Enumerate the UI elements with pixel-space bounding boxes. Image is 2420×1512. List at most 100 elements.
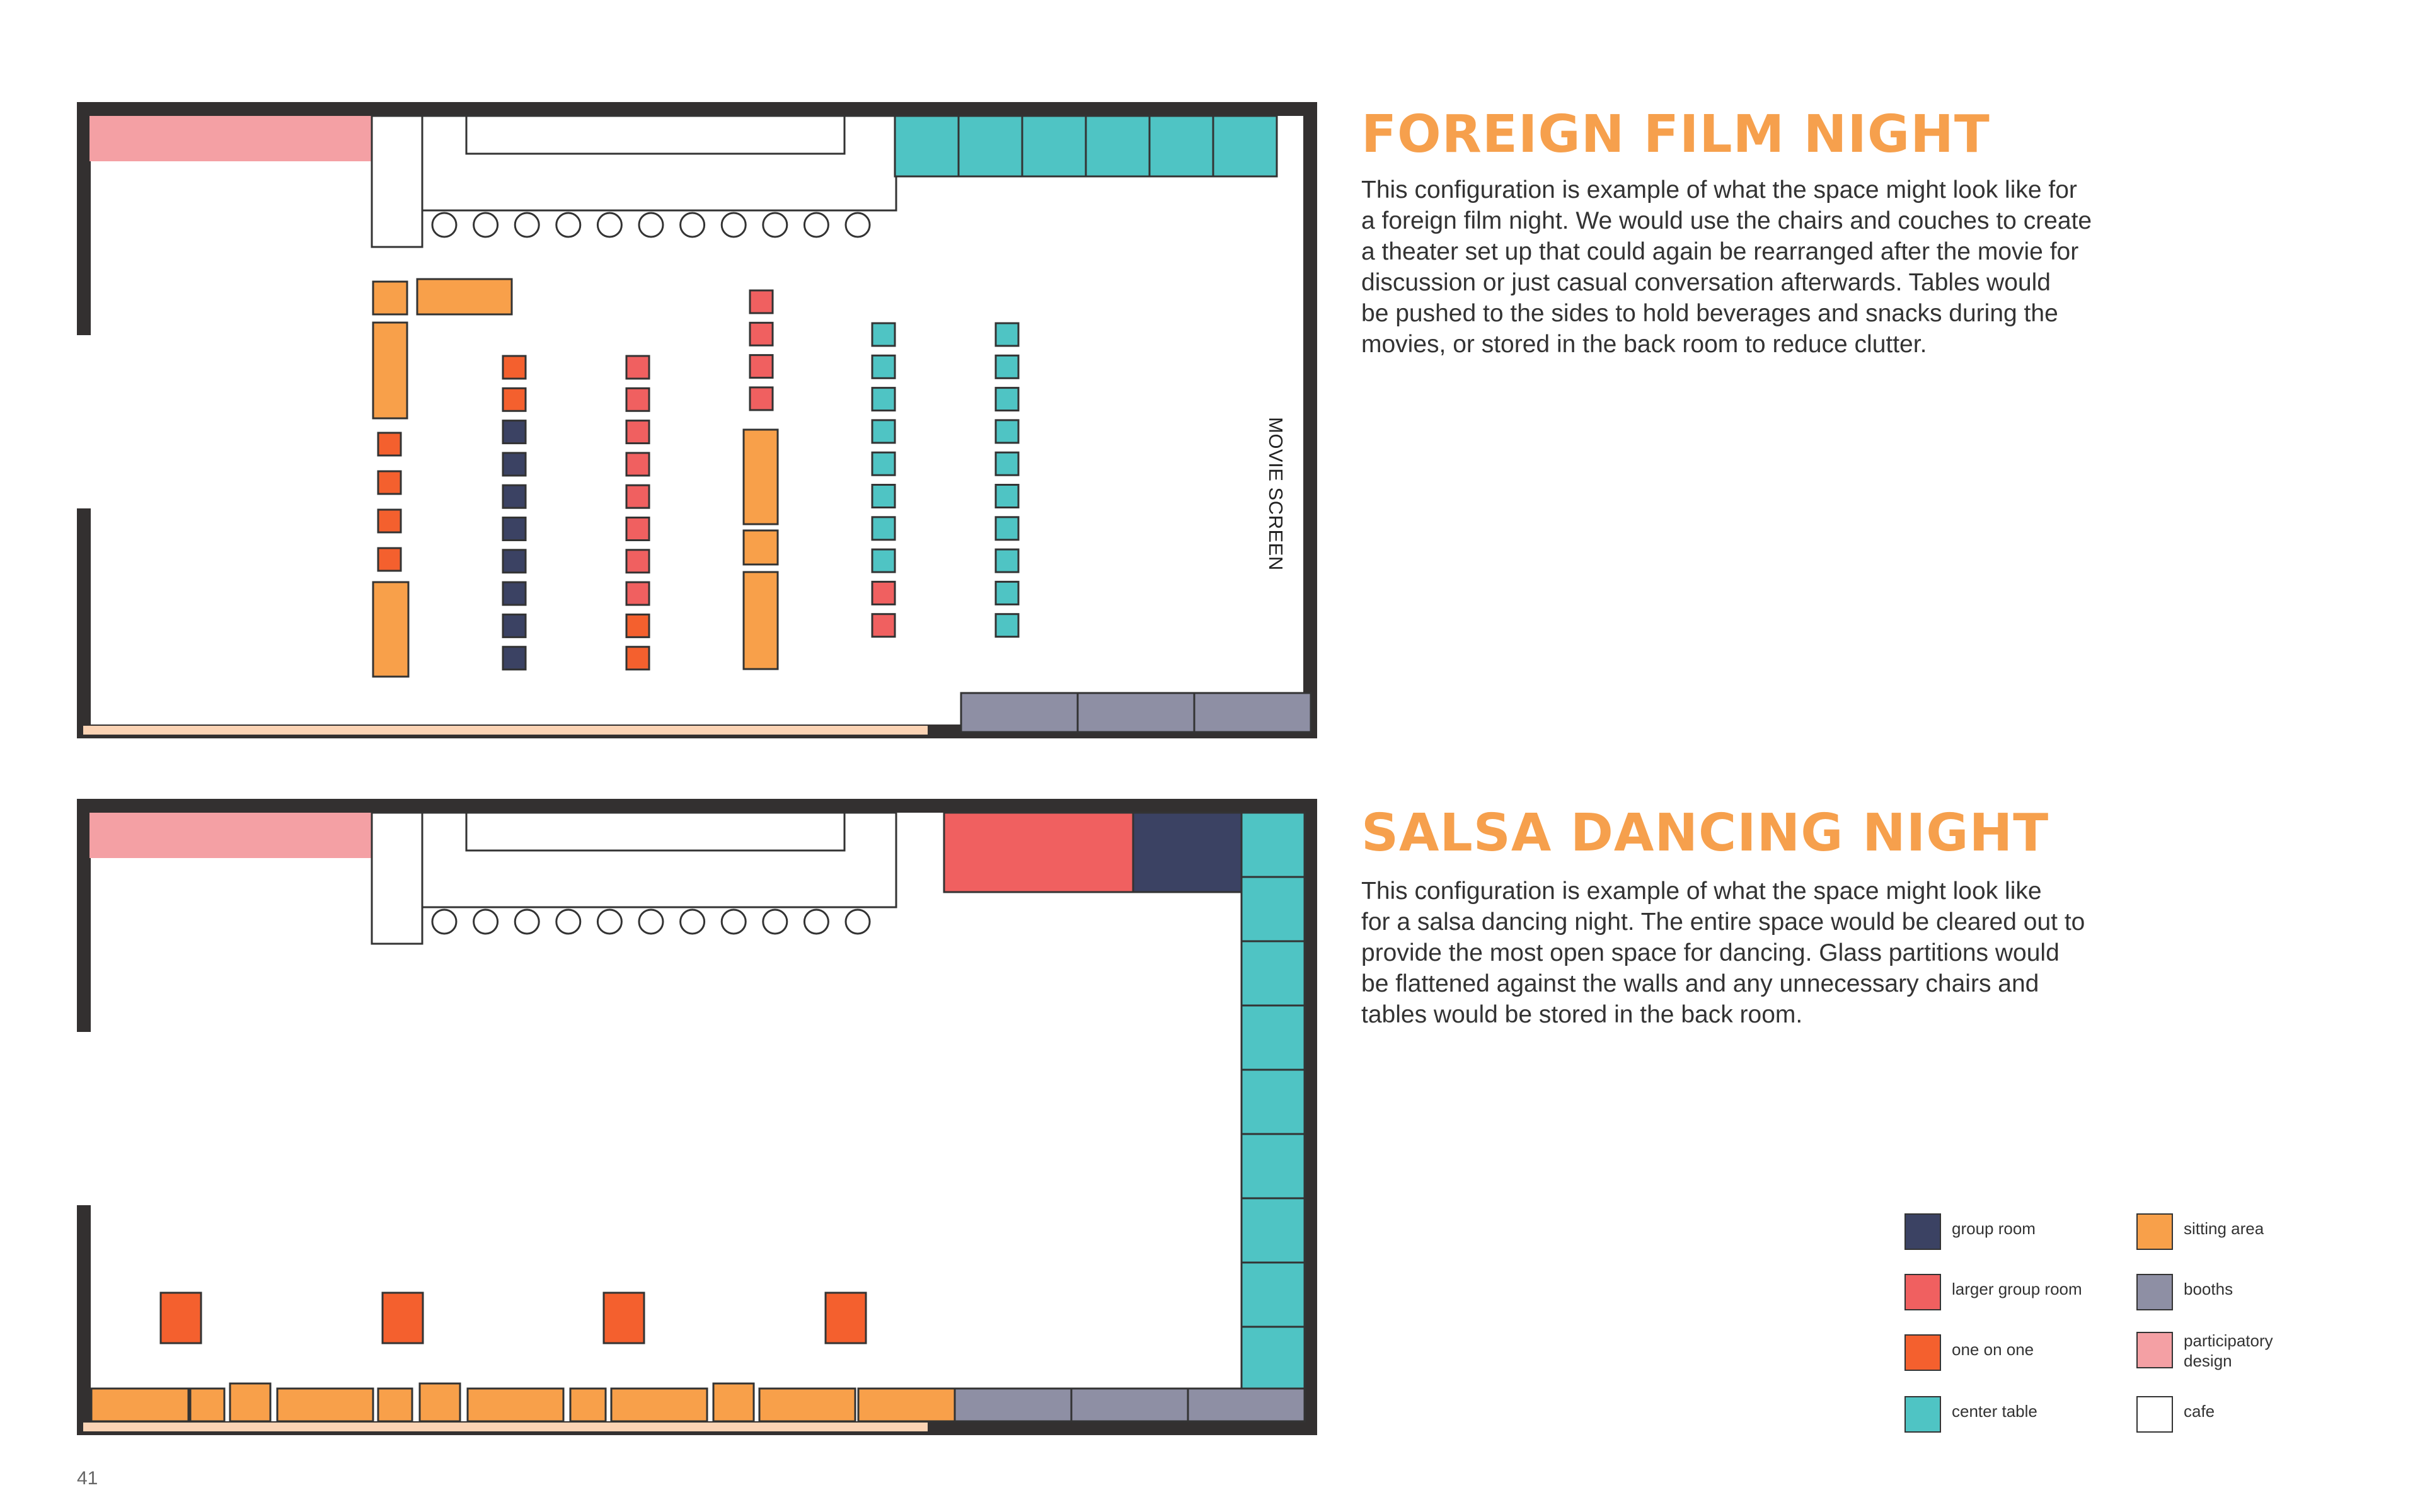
bar-stool: [473, 212, 499, 238]
bar-stool: [514, 908, 540, 935]
chair: [625, 452, 650, 477]
chair: [502, 517, 527, 541]
bar-stool: [638, 212, 664, 238]
legend-label: participatory design: [2184, 1331, 2273, 1370]
description-line: discussion or just casual conversation a…: [1361, 269, 2051, 296]
foreign-film-description: This configuration is example of what th…: [1361, 175, 2231, 360]
center-table: [1212, 115, 1278, 178]
one-on-one-chair: [377, 547, 402, 572]
legend-swatch: [1904, 1274, 1941, 1310]
participatory-design-area: [89, 116, 372, 161]
bar-stool: [844, 908, 871, 935]
chair: [994, 387, 1020, 412]
legend-swatch: [2136, 1213, 2173, 1250]
booth: [1076, 692, 1196, 733]
bar-stool: [473, 908, 499, 935]
sitting-area: [372, 581, 410, 678]
bar-stool: [555, 908, 582, 935]
chair: [502, 420, 527, 445]
chair: [625, 517, 650, 541]
chair: [994, 548, 1020, 573]
booth: [1193, 692, 1312, 733]
legend-swatch: [1904, 1213, 1941, 1250]
chair: [502, 613, 527, 638]
bar-stool: [762, 908, 788, 935]
one-on-one-chair: [377, 508, 402, 534]
sitting-area: [466, 1387, 565, 1423]
legend-label: one on one: [1952, 1340, 2034, 1359]
sitting-area: [372, 321, 408, 420]
chair: [625, 646, 650, 671]
bar-stool: [679, 908, 706, 935]
chair: [502, 484, 527, 509]
sitting-area: [712, 1382, 755, 1423]
description-line: This configuration is example of what th…: [1361, 878, 2042, 905]
center-table: [1240, 876, 1306, 942]
chair: [871, 419, 896, 444]
chair: [502, 452, 527, 477]
legend-label: cafe: [2184, 1402, 2215, 1421]
group-room: [1132, 811, 1243, 893]
larger-group-room: [943, 811, 1134, 893]
bar-stool: [720, 908, 747, 935]
center-table: [1240, 1068, 1306, 1135]
center-table: [1240, 1326, 1306, 1392]
legend-swatch: [2136, 1274, 2173, 1310]
chair: [749, 321, 774, 346]
bar-stool: [844, 212, 871, 238]
chair: [502, 355, 527, 380]
chair: [625, 484, 650, 509]
chair: [749, 289, 774, 314]
salsa-dancing-title: SALSA DANCING NIGHT: [1361, 803, 2049, 863]
chair: [625, 387, 650, 412]
sitting-area: [90, 1387, 190, 1423]
wall: [77, 102, 1317, 116]
center-table: [1240, 1261, 1306, 1328]
center-table: [1240, 1133, 1306, 1200]
chair: [994, 419, 1020, 444]
movie-screen-label: MOVIE SCREEN: [1265, 417, 1287, 571]
one-on-one-chair: [381, 1292, 424, 1344]
legend-swatch: [2136, 1396, 2173, 1433]
chair: [871, 387, 896, 412]
chair: [625, 613, 650, 638]
one-on-one-chair: [824, 1292, 867, 1344]
chair: [871, 322, 896, 347]
chair: [994, 580, 1020, 605]
chair: [502, 581, 527, 606]
sitting-area: [377, 1387, 413, 1423]
center-table: [1240, 1197, 1306, 1264]
chair: [871, 548, 896, 573]
page-number: 41: [77, 1468, 98, 1489]
chair: [502, 646, 527, 671]
cafe-bar-inner: [465, 115, 846, 155]
one-on-one-chair: [159, 1292, 202, 1344]
chair: [994, 354, 1020, 379]
cafe-counter: [371, 115, 424, 248]
wall: [77, 508, 91, 738]
center-table: [1148, 115, 1214, 178]
description-line: provide the most open space for dancing.…: [1361, 939, 2060, 966]
sitting-area: [610, 1387, 708, 1423]
chair: [749, 354, 774, 379]
description-line: be flattened against the walls and any u…: [1361, 970, 2039, 997]
chair: [871, 613, 896, 638]
legend-swatch: [1904, 1396, 1941, 1433]
one-on-one-chair: [377, 470, 402, 495]
foreign-film-floor-plan: [77, 102, 1317, 738]
bar-stool: [762, 212, 788, 238]
bar-stool: [596, 908, 623, 935]
chair: [871, 580, 896, 605]
center-table: [1240, 1004, 1306, 1071]
sitting-area: [742, 571, 779, 670]
cafe-bar-inner: [465, 811, 846, 852]
booth: [954, 1387, 1073, 1423]
description-line: This configuration is example of what th…: [1361, 176, 2077, 203]
legend-swatch: [2136, 1332, 2173, 1368]
legend-label: sitting area: [2184, 1219, 2264, 1238]
chair: [871, 451, 896, 476]
center-table: [1021, 115, 1087, 178]
center-table: [1240, 940, 1306, 1007]
sitting-area: [742, 428, 779, 525]
